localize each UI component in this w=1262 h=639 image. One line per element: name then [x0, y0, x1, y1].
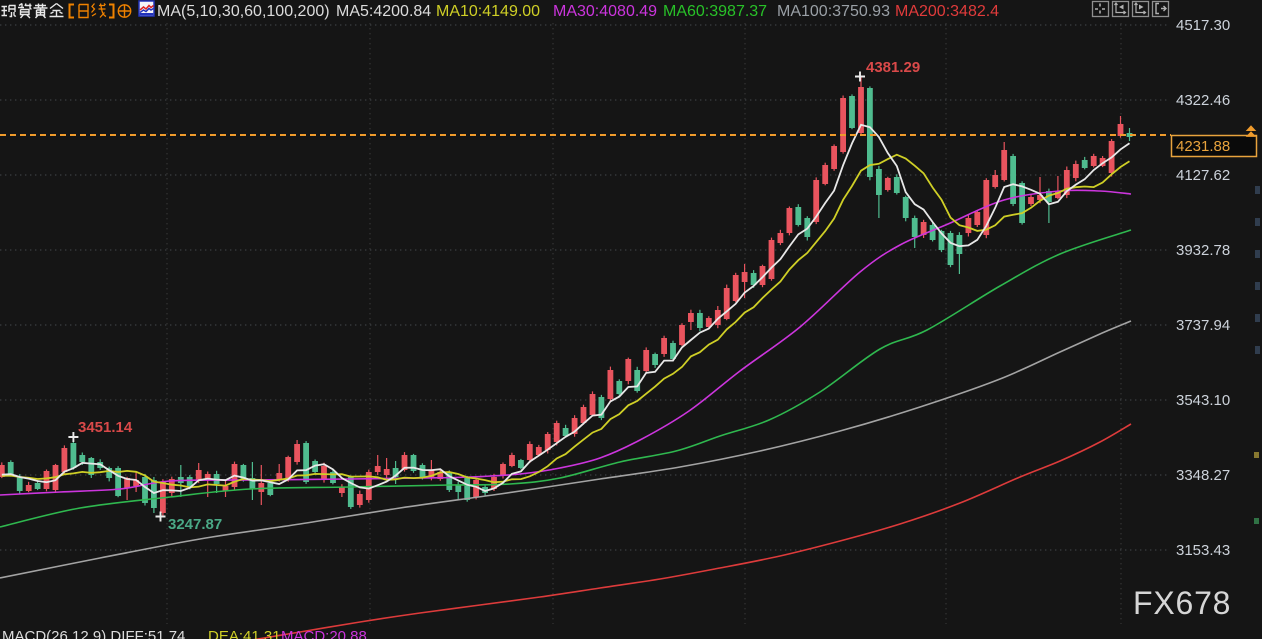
svg-text:3451.14: 3451.14 — [78, 419, 133, 436]
svg-text:MA(5,10,30,60,100,200): MA(5,10,30,60,100,200) — [157, 3, 330, 20]
svg-text:MA10:4149.00: MA10:4149.00 — [436, 3, 540, 20]
svg-text:3932.78: 3932.78 — [1176, 242, 1230, 259]
svg-text:3247.87: 3247.87 — [168, 516, 222, 533]
svg-text:4517.30: 4517.30 — [1176, 17, 1230, 34]
svg-text:3543.10: 3543.10 — [1176, 392, 1230, 409]
svg-text:MA60:3987.37: MA60:3987.37 — [663, 3, 767, 20]
svg-text:3153.43: 3153.43 — [1176, 542, 1230, 559]
svg-text:3737.94: 3737.94 — [1176, 317, 1230, 334]
svg-text:MA5:4200.84: MA5:4200.84 — [336, 3, 431, 20]
svg-text:4231.88: 4231.88 — [1176, 138, 1230, 155]
svg-text:4381.29: 4381.29 — [866, 59, 920, 76]
svg-text:MA200:3482.4: MA200:3482.4 — [895, 3, 999, 20]
svg-text:MACD(26,12,9) DIFF:51.74: MACD(26,12,9) DIFF:51.74 — [2, 628, 185, 639]
svg-text:MACD:20.88: MACD:20.88 — [281, 628, 367, 639]
svg-text:FX678: FX678 — [1133, 585, 1231, 621]
svg-text:MA100:3750.93: MA100:3750.93 — [777, 3, 890, 20]
svg-text:4127.62: 4127.62 — [1176, 167, 1230, 184]
svg-text:3348.27: 3348.27 — [1176, 467, 1230, 484]
svg-text:DEA:41.31: DEA:41.31 — [208, 628, 281, 639]
svg-text:4322.46: 4322.46 — [1176, 92, 1230, 109]
svg-text:MA30:4080.49: MA30:4080.49 — [553, 3, 657, 20]
